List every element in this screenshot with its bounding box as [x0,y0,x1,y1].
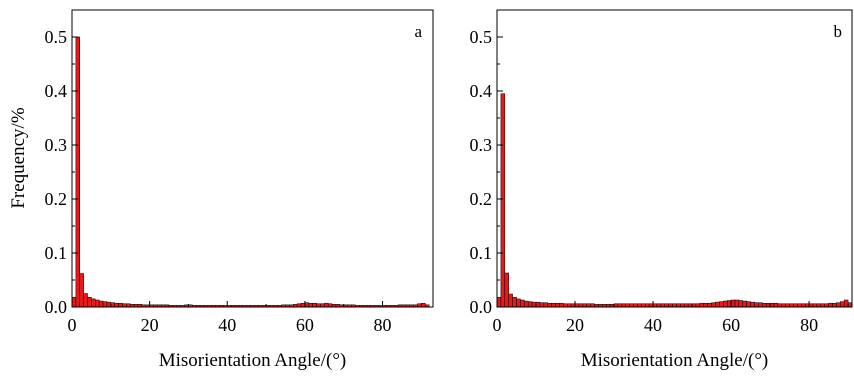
panel-b-bar [703,302,708,308]
panel-b-bar [832,302,837,308]
panel-b-bar [543,302,548,308]
panel-a-bars [71,36,430,308]
panel-a-bar [71,297,77,308]
panel-b-bar [520,299,525,308]
panel-b-x-tick-label: 0 [493,315,502,335]
panel-a-y-tick-label: 0.4 [45,81,68,101]
panel-b-bar [707,302,712,308]
panel-b-bar [508,293,513,308]
panel-b-bar [524,300,529,308]
panel-b-bar [496,297,502,308]
panel-b-bar [555,302,560,308]
panel-b-bar [539,302,545,308]
panel-b-y-tick-label: 0.4 [470,81,493,101]
panel-b-bar [773,302,779,308]
panel-b-bar [527,301,533,308]
panel-a-bar [312,302,317,308]
panel-a-y-tick-label: 0.3 [45,135,68,155]
panel-a-bar [324,302,329,308]
panel-a-x-axis-title: Misorientation Angle/(°) [159,350,347,371]
panel-b-bar [840,301,845,308]
panel-b-bar [762,302,767,308]
panel-a-bar [421,302,426,308]
panel-a-y-tick-label: 0.0 [45,297,68,317]
panel-a-bar [75,36,81,308]
panel-a-y-tick-label: 0.2 [45,189,68,209]
panel-b-bar [734,299,740,308]
panel-b-bar [559,302,564,308]
panel-b-x-tick-label: 80 [800,315,818,335]
panel-b-bar [730,299,736,308]
panel-a-bar [118,302,123,308]
panel-b-bar [547,302,552,308]
panel-b-y-tick-label: 0.5 [470,27,493,47]
panel-b-bar [847,302,853,308]
panel-b: 0 20 40 60 80 0.0 0.1 0.2 0.3 0.4 0.5 b Misorientati… [470,9,853,371]
panel-a-x-tick-label: 0 [68,315,77,335]
panel-a-label: a [414,22,422,41]
panel-a-bar [98,300,104,308]
panel-a-bar [304,302,310,308]
panel-a: 0 20 40 60 80 0.0 0.1 0.2 0.3 0.4 0.5 a Misorientati… [8,9,434,371]
panel-b-bar [742,300,747,308]
panel-b-bar [723,300,728,308]
panel-b-x-tick-label: 40 [644,315,662,335]
panel-b-bar [754,302,759,308]
panel-a-bar [106,301,112,308]
panel-a-y-tick-label: 0.1 [45,243,68,263]
panel-b-bar [769,302,775,308]
panel-a-x-tick-label: 40 [218,315,236,335]
panel-b-y-tick-label: 0.3 [470,135,493,155]
panel-b-bar [726,300,732,308]
panel-b-bar [738,300,744,308]
panel-b-bars [496,93,853,308]
panel-a-bar [91,298,96,308]
panel-b-x-axis-title: Misorientation Angle/(°) [581,350,769,371]
panel-a-bar [110,302,115,308]
panel-b-bar [843,299,849,308]
panel-a-y-tick-label: 0.5 [45,27,68,47]
panel-b-bar [535,301,541,308]
panel-b-bar [699,302,705,308]
panel-a-bar [87,297,92,308]
panel-b-bar [765,302,771,308]
panel-a-plot-frame [71,9,434,308]
panel-b-bar [512,297,517,308]
panel-b-y-tick-label: 0.1 [470,243,493,263]
panel-b-bar [516,298,521,308]
panel-b-label: b [834,22,843,41]
panel-b-bar [531,301,537,308]
panel-b-bar [551,302,556,308]
panel-b-bar [715,301,720,308]
panel-b-bar [758,302,763,308]
panel-b-x-tick-label: 20 [566,315,584,335]
panel-a-bar [102,301,108,308]
panel-a-bar [79,273,84,308]
panel-b-bar [711,302,716,308]
panel-b-bar [746,301,751,308]
panel-a-y-axis-title: Frequency/% [8,107,29,208]
panel-b-bar [500,93,506,308]
panel-b-plot-frame [496,9,853,308]
panel-a-x-tick-label: 20 [141,315,159,335]
panel-b-bar [504,272,509,308]
panel-a-bar [308,302,313,308]
panel-b-bar [719,301,724,308]
panel-b-bar [750,301,755,308]
panel-b-y-tick-label: 0.0 [470,297,493,317]
panel-a-x-tick-label: 60 [296,315,314,335]
panel-a-bar [114,302,119,308]
panel-b-x-tick-label: 60 [722,315,740,335]
panel-b-bar [828,302,833,308]
panel-a-bar [95,299,100,308]
panel-a-x-tick-label: 80 [374,315,392,335]
panel-b-y-tick-label: 0.2 [470,189,493,209]
panel-b-bar [836,302,841,308]
panel-a-bar [300,302,306,308]
panel-a-bar [83,293,88,308]
